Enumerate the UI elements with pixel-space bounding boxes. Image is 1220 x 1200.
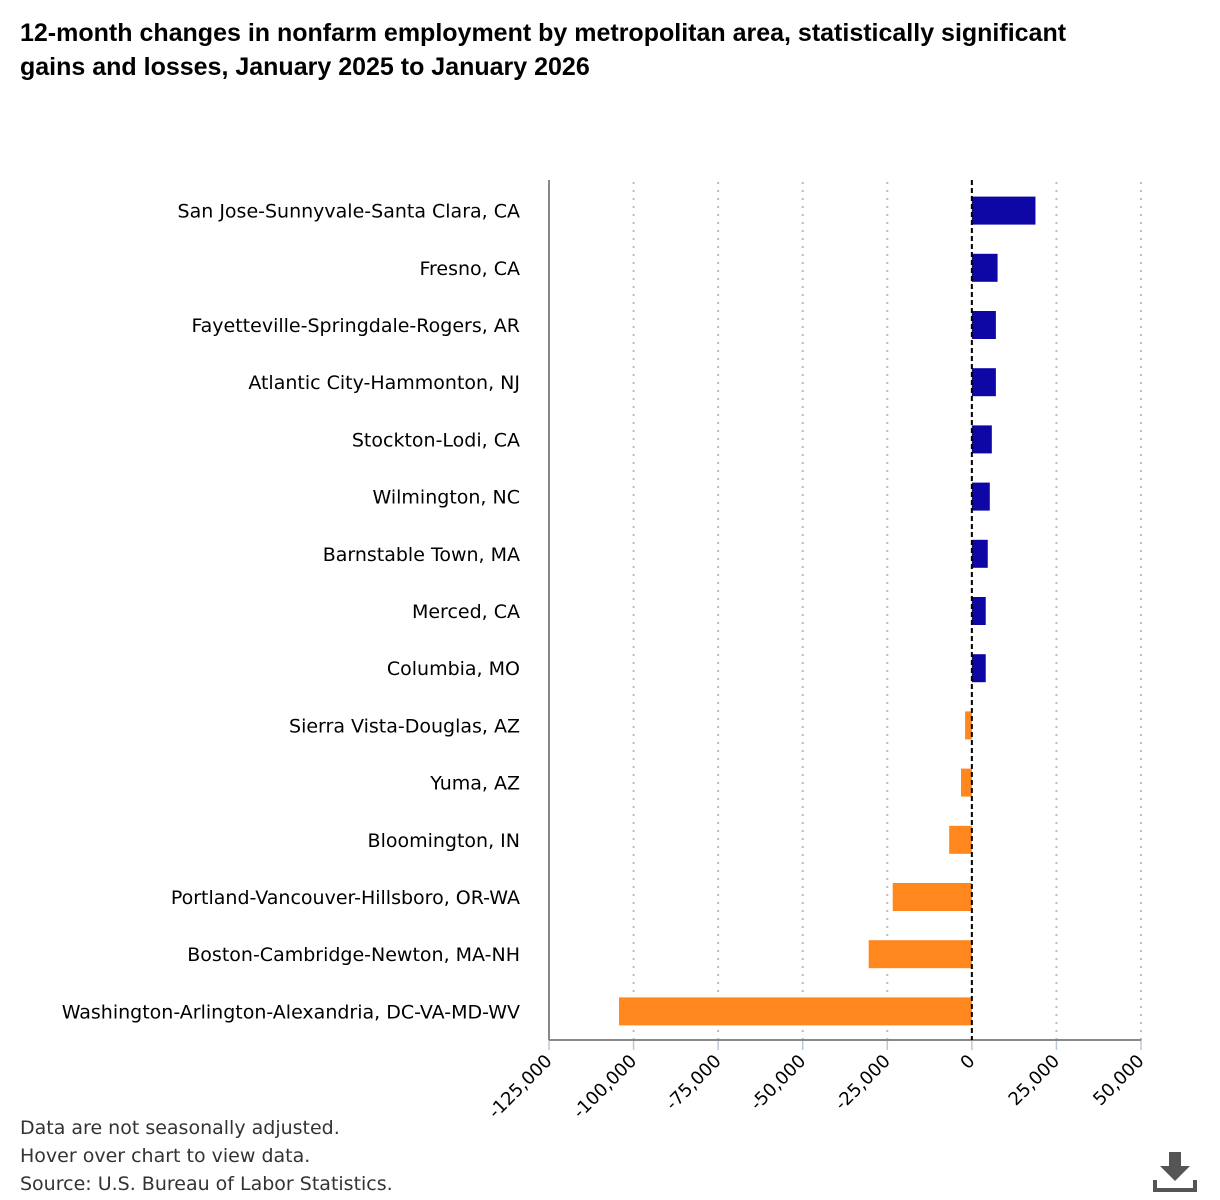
category-label: Stockton-Lodi, CA bbox=[352, 429, 520, 451]
category-label: Portland-Vancouver-Hillsboro, OR-WA bbox=[171, 887, 520, 909]
note-source: Source: U.S. Bureau of Labor Statistics. bbox=[20, 1173, 393, 1195]
chart-notes: Data are not seasonally adjusted. Hover … bbox=[20, 1114, 393, 1198]
category-label: Fayetteville-Springdale-Rogers, AR bbox=[191, 315, 520, 337]
bar[interactable] bbox=[961, 768, 972, 797]
category-label: Columbia, MO bbox=[387, 658, 520, 680]
x-tick-label: -25,000 bbox=[831, 1051, 895, 1115]
bar[interactable] bbox=[971, 597, 986, 625]
x-tick-label: -50,000 bbox=[746, 1051, 810, 1115]
download-icon[interactable] bbox=[1152, 1150, 1198, 1194]
category-label: Wilmington, NC bbox=[373, 487, 521, 509]
bar[interactable] bbox=[971, 425, 992, 454]
bar[interactable] bbox=[965, 711, 972, 740]
bar[interactable] bbox=[971, 311, 996, 339]
category-label: Boston-Cambridge-Newton, MA-NH bbox=[187, 944, 520, 966]
x-tick-label: 25,000 bbox=[1005, 1051, 1064, 1110]
note-hover: Hover over chart to view data. bbox=[20, 1145, 311, 1167]
category-label: Washington-Arlington-Alexandria, DC-VA-M… bbox=[62, 1001, 520, 1023]
x-tick-label: 50,000 bbox=[1089, 1051, 1148, 1110]
bar[interactable] bbox=[971, 253, 998, 282]
bar[interactable] bbox=[971, 654, 986, 683]
category-label: San Jose-Sunnyvale-Santa Clara, CA bbox=[178, 201, 520, 223]
category-label: Merced, CA bbox=[412, 601, 520, 623]
category-label: Fresno, CA bbox=[419, 258, 520, 280]
category-label: Atlantic City-Hammonton, NJ bbox=[248, 372, 520, 394]
category-label: Yuma, AZ bbox=[429, 773, 520, 795]
bar[interactable] bbox=[971, 196, 1036, 225]
x-tick-label: -75,000 bbox=[662, 1051, 726, 1115]
bar[interactable] bbox=[949, 825, 972, 854]
bar[interactable] bbox=[971, 482, 990, 511]
x-tick-label: -125,000 bbox=[484, 1051, 556, 1123]
x-tick-label: 0 bbox=[956, 1051, 979, 1074]
bar[interactable] bbox=[868, 940, 972, 969]
category-label: Sierra Vista-Douglas, AZ bbox=[289, 715, 520, 737]
category-label: Bloomington, IN bbox=[368, 830, 520, 852]
x-tick-label: -100,000 bbox=[569, 1051, 641, 1123]
category-label: Barnstable Town, MA bbox=[323, 544, 520, 566]
bar[interactable] bbox=[619, 997, 972, 1026]
bar[interactable] bbox=[892, 883, 972, 911]
chart-title: 12-month changes in nonfarm employment b… bbox=[20, 19, 1067, 81]
bar[interactable] bbox=[971, 368, 996, 397]
note-seasonal: Data are not seasonally adjusted. bbox=[20, 1117, 340, 1139]
bar[interactable] bbox=[971, 539, 988, 568]
